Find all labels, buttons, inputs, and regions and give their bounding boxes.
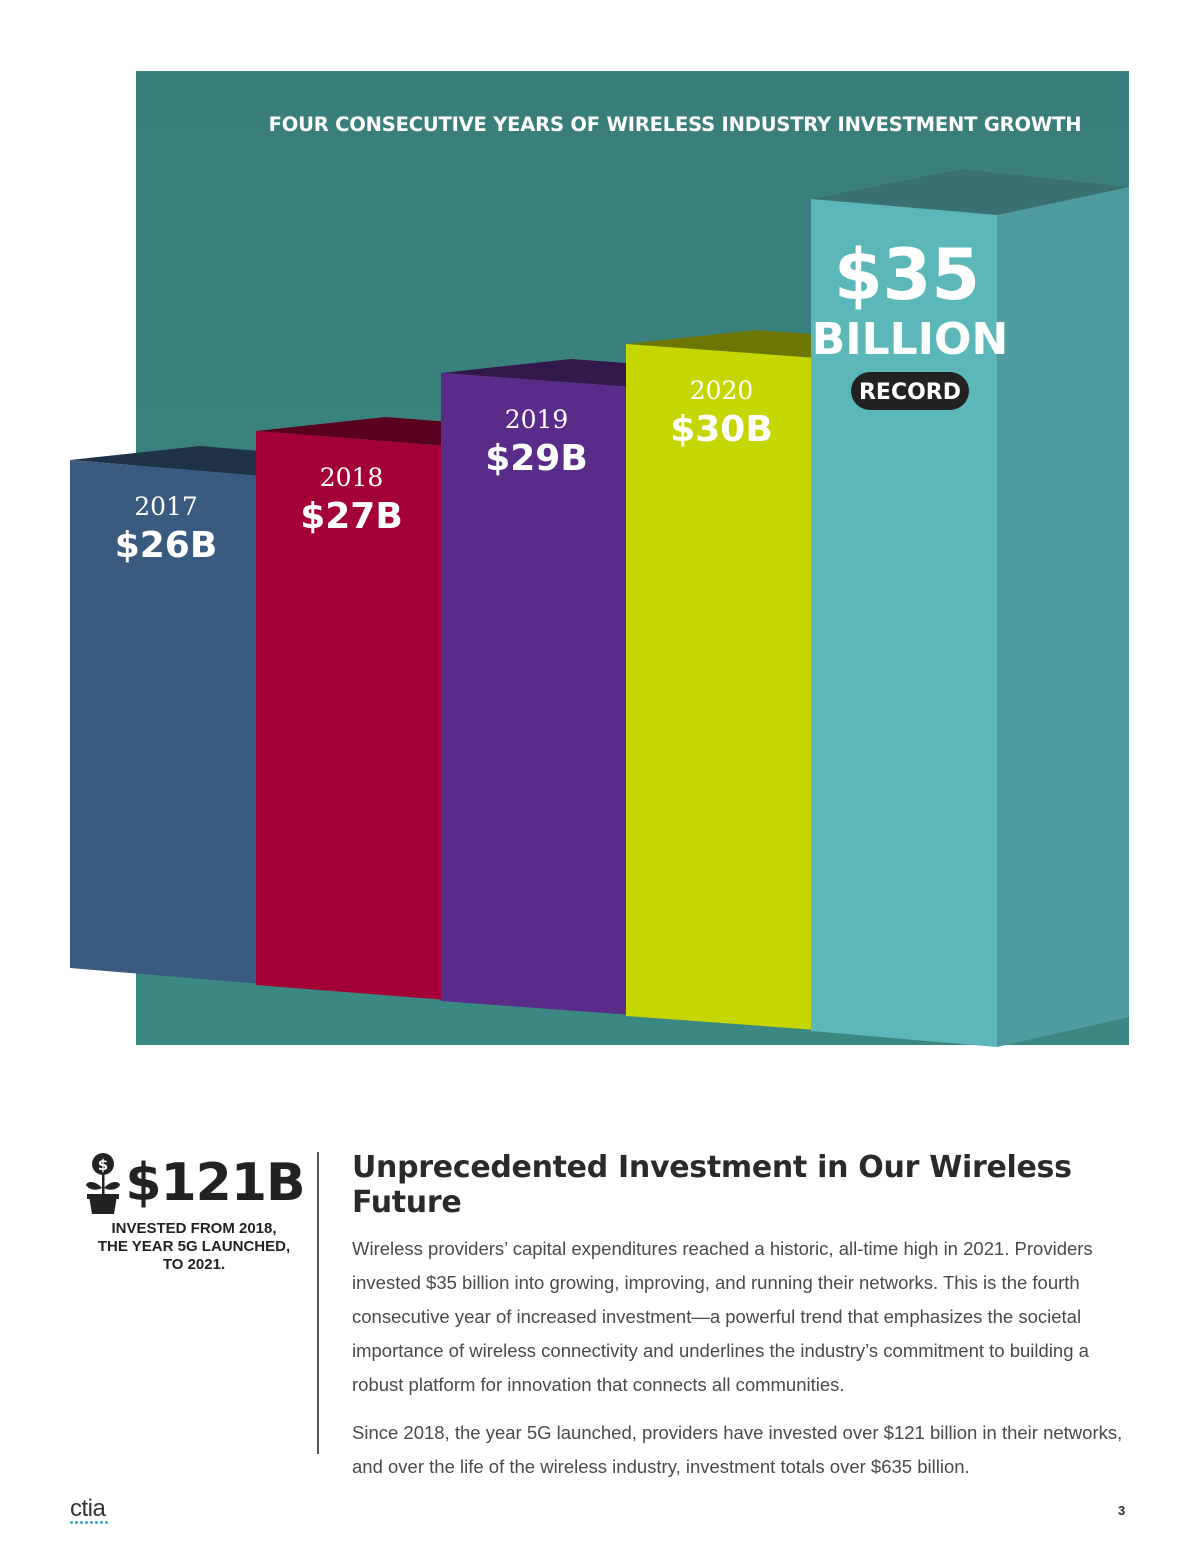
bar-side-face — [997, 187, 1129, 1047]
page-number: 3 — [1118, 1503, 1126, 1518]
callout-description: INVESTED FROM 2018, THE YEAR 5G LAUNCHED… — [97, 1220, 291, 1273]
record-badge — [851, 372, 969, 410]
bar-year-label: 2019 — [505, 405, 569, 434]
article-section: Unprecedented Investment in Our Wireless… — [352, 1150, 1142, 1498]
bar-top-face — [811, 169, 1129, 215]
record-unit-label: BILLION — [812, 314, 1009, 365]
article-paragraph: Since 2018, the year 5G launched, provid… — [352, 1422, 1123, 1477]
article-paragraph: Wireless providers’ capital expenditures… — [352, 1238, 1093, 1395]
bar-year-label: 2020 — [690, 376, 754, 405]
bar-2017 — [70, 460, 262, 984]
svg-text:$: $ — [98, 1156, 108, 1174]
investment-chart: FOUR CONSECUTIVE YEARS OF WIRELESS INDUS… — [70, 71, 1129, 1047]
ctia-logo: ctia — [70, 1495, 108, 1524]
chart-title: FOUR CONSECUTIVE YEARS OF WIRELESS INDUS… — [269, 113, 1082, 136]
record-value-label: $35 — [834, 234, 980, 316]
bar-2019 — [441, 373, 632, 1015]
section-divider — [317, 1152, 319, 1454]
bar-value-label: $30B — [670, 409, 773, 450]
article-heading: Unprecedented Investment in Our Wireless… — [352, 1150, 1072, 1220]
bar-value-label: $26B — [115, 525, 218, 566]
callout-amount: $121B — [125, 1153, 305, 1213]
bar-value-label: $27B — [300, 496, 403, 537]
bar-2021 — [811, 199, 997, 1047]
bar-value-label: $29B — [485, 438, 588, 479]
record-badge-label: RECORD — [859, 380, 961, 405]
total-investment-callout: $ $121B INVESTED FROM 2018, THE YEAR 5G … — [80, 1150, 308, 1274]
bar-year-label: 2018 — [320, 463, 384, 492]
money-plant-icon: $ — [86, 1153, 121, 1214]
bar-year-label: 2017 — [134, 492, 198, 521]
bar-2020 — [626, 344, 817, 1030]
bar-2018 — [256, 431, 447, 1000]
